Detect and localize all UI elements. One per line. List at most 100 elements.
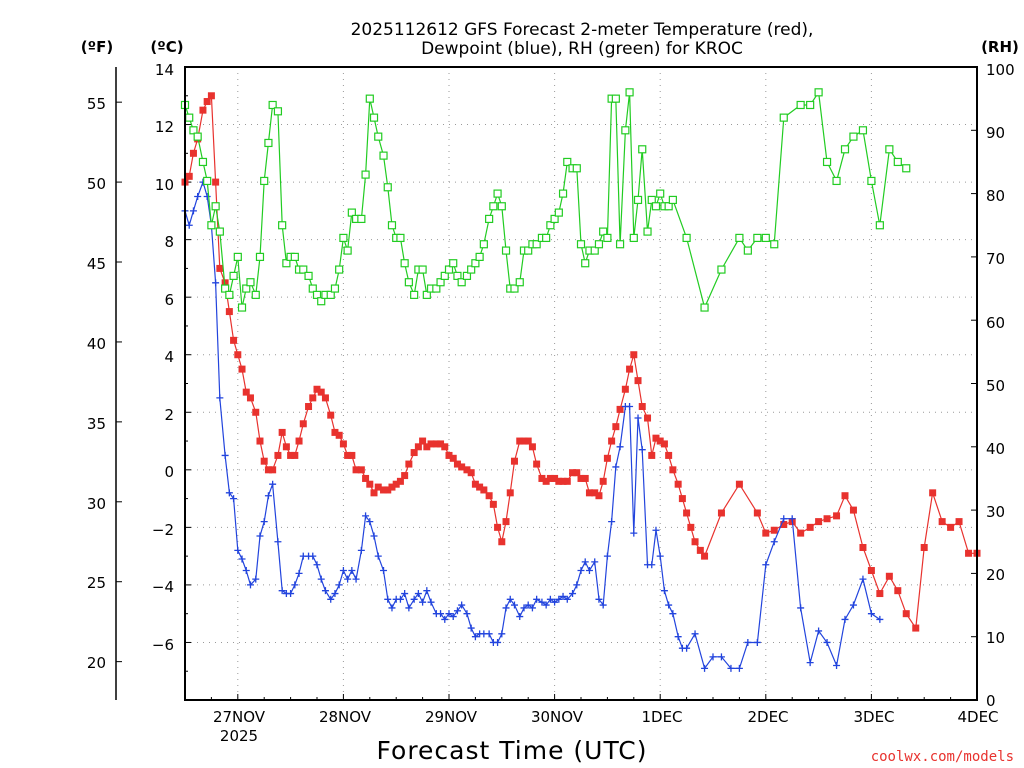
temperature-point (563, 477, 571, 485)
temperature-point (313, 385, 321, 393)
temperature-point (317, 388, 325, 396)
relative-humidity-point (299, 265, 308, 274)
temperature-point (626, 365, 634, 373)
fahrenheit-tick-labels: 55 50 45 40 35 30 25 20 (87, 95, 106, 672)
credit-link[interactable]: coolwx.com/models (871, 749, 1014, 765)
relative-humidity-point (753, 233, 762, 243)
relative-humidity-point (347, 208, 356, 217)
relative-humidity-point (221, 284, 230, 293)
dewpoint-point (362, 512, 370, 520)
dewpoint-point (313, 561, 321, 569)
temperature-point (348, 451, 356, 459)
relative-humidity-point (264, 138, 273, 148)
temperature-point (955, 518, 963, 526)
relative-humidity-point (396, 233, 405, 243)
temperature-point (616, 405, 624, 413)
dewpoint-point (463, 610, 471, 618)
relative-humidity-point (743, 246, 752, 255)
temperature-point (489, 500, 497, 508)
temperature-point (797, 529, 805, 537)
temperature-point (287, 451, 295, 459)
relative-humidity-point (893, 157, 902, 167)
temperature-point (246, 394, 254, 402)
temperature-point (405, 460, 413, 468)
rh-tick-label: 90 (986, 124, 1005, 142)
relative-humidity-point (432, 284, 441, 293)
dewpoint-point (467, 624, 475, 632)
temperature-point (207, 92, 215, 100)
relative-humidity-point (189, 126, 198, 135)
temperature-point (573, 469, 581, 477)
temperature-point (524, 437, 532, 445)
temperature-point (551, 474, 559, 482)
temperature-point (339, 440, 347, 448)
x-tick-label: 3DEC (853, 708, 894, 726)
temperature-point (388, 483, 396, 491)
rh-tick-label: 20 (986, 566, 1005, 584)
celsius-tick-label: 2 (164, 406, 174, 424)
temperature-point (753, 509, 761, 517)
dewpoint-point (701, 664, 709, 672)
x-tick-sublabel: 2025 (220, 727, 258, 745)
series-layer (180, 88, 981, 672)
grid-lines (185, 67, 977, 700)
dewpoint-point (498, 630, 506, 638)
dewpoint-point (260, 518, 268, 526)
temperature-point (876, 590, 884, 598)
dewpoint-point (555, 595, 563, 603)
dewpoint-point (419, 598, 427, 606)
dewpoint-point (528, 604, 536, 612)
dewpoint-point (762, 561, 770, 569)
temperature-point (630, 351, 638, 359)
relative-humidity-point (379, 151, 388, 160)
temperature-point (577, 474, 585, 482)
dewpoint-point (264, 492, 272, 500)
relative-humidity-point (193, 132, 202, 141)
dewpoint-point (841, 615, 849, 623)
temperature-point (849, 506, 857, 514)
temperature-point (396, 477, 404, 485)
temperature-point (238, 365, 246, 373)
dewpoint-point (727, 664, 735, 672)
dewpoint-point (502, 604, 510, 612)
temperature-point (841, 492, 849, 500)
relative-humidity-point (444, 265, 454, 274)
relative-humidity-point (849, 132, 858, 141)
relative-humidity-point (875, 221, 884, 230)
dewpoint-point (691, 630, 699, 638)
temperature-point (445, 451, 453, 459)
temperature-point (274, 451, 282, 459)
temperature-point (327, 411, 335, 419)
dewpoint-point (388, 604, 396, 612)
temperature-point (947, 523, 955, 531)
relative-humidity-point (457, 278, 466, 287)
temperature-point (735, 480, 743, 488)
relative-humidity-point (251, 290, 260, 299)
temperature-point (701, 552, 709, 560)
chart-title-line-1: 2025112612 GFS Forecast 2-meter Temperat… (351, 20, 814, 40)
relative-humidity-point (814, 88, 823, 97)
dewpoint-point (449, 613, 457, 621)
dewpoint-point (876, 615, 884, 623)
dewpoint-point (638, 446, 646, 454)
dewpoint-point (849, 601, 857, 609)
dewpoint-point (581, 558, 589, 566)
temperature-point (441, 443, 449, 451)
rh-tick-label: 50 (986, 377, 1005, 395)
relative-humidity-point (546, 221, 555, 230)
dewpoint-point (626, 403, 634, 411)
dewpoint-point (370, 532, 378, 540)
relative-humidity-point (611, 94, 620, 103)
temperature-point (498, 538, 506, 546)
temperature-point (929, 489, 937, 497)
temperature-point (432, 440, 440, 448)
relative-humidity-point (735, 233, 744, 243)
relative-humidity-point (558, 189, 568, 198)
dewpoint-point (533, 595, 541, 603)
temperature-point (471, 480, 479, 488)
relative-humidity-point (357, 214, 366, 224)
temperature-point (823, 515, 831, 523)
fahrenheit-tick-label: 20 (87, 654, 106, 672)
temperature-point (833, 512, 841, 520)
dewpoint-point (608, 518, 616, 526)
